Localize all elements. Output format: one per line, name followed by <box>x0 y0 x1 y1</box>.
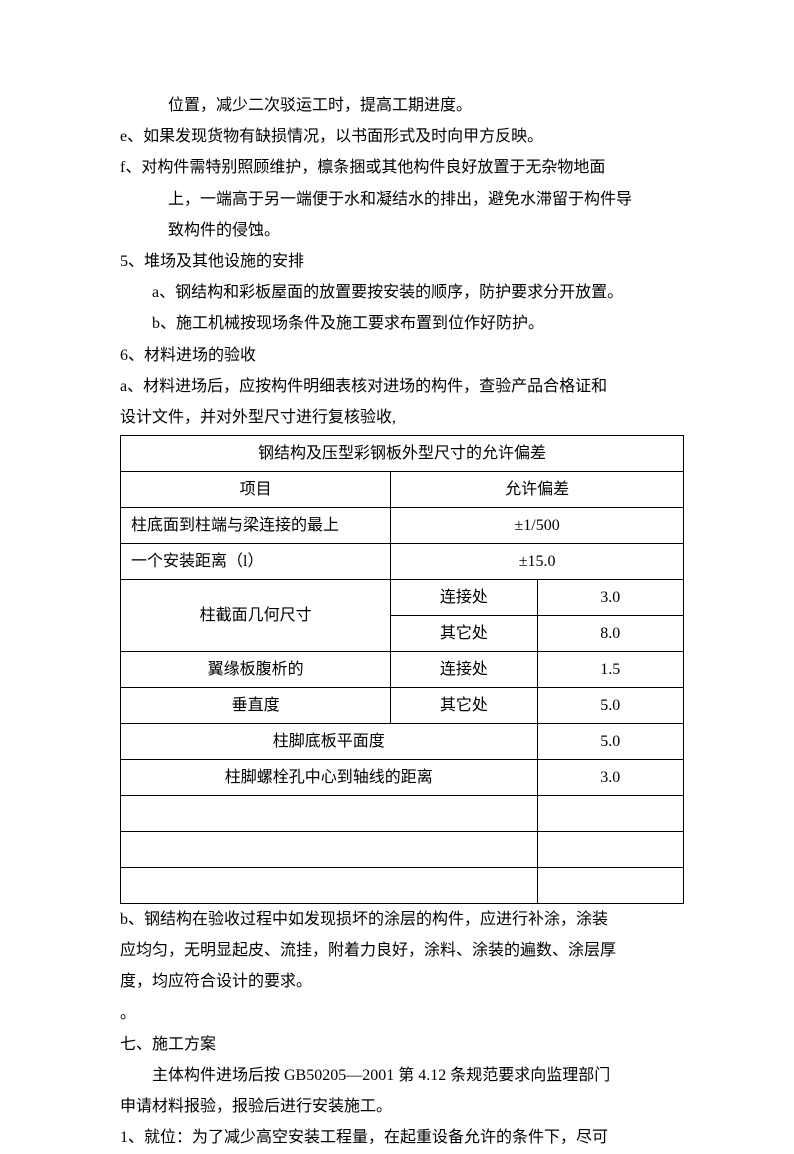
para-7-body-line2: 申请材料报验，报验后进行安装施工。 <box>120 1091 684 1122</box>
row8-val: 3.0 <box>537 760 683 796</box>
table-row: 垂直度 其它处 5.0 <box>121 688 684 724</box>
row7-val: 5.0 <box>537 724 683 760</box>
row7-label: 柱脚底板平面度 <box>121 724 538 760</box>
para-5b: b、施工机械按现场条件及施工要求布置到位作好防护。 <box>120 308 684 339</box>
para-section-5: 5、堆场及其他设施的安排 <box>120 246 684 277</box>
table-row: 柱脚底板平面度 5.0 <box>121 724 684 760</box>
table-header-row: 项目 允许偏差 <box>121 472 684 508</box>
table-title: 钢结构及压型彩钢板外型尺寸的允许偏差 <box>121 436 684 472</box>
para-6b-line1: b、钢结构在验收过程中如发现损坏的涂层的构件，应进行补涂，涂装 <box>120 904 684 935</box>
table-row: 柱脚螺栓孔中心到轴线的距离 3.0 <box>121 760 684 796</box>
row6-label: 垂直度 <box>121 688 391 724</box>
row1-label: 柱底面到柱端与梁连接的最上 <box>121 508 391 544</box>
para-location: 位置，减少二次驳运工时，提高工期进度。 <box>120 90 684 121</box>
para-section-6: 6、材料进场的验收 <box>120 340 684 371</box>
tolerance-table: 钢结构及压型彩钢板外型尺寸的允许偏差 项目 允许偏差 柱底面到柱端与梁连接的最上… <box>120 435 684 904</box>
row5-val: 1.5 <box>537 652 683 688</box>
para-7-1: 1、就位：为了减少高空安装工程量，在起重设备允许的条件下，尽可 <box>120 1122 684 1153</box>
table-empty-row <box>121 832 684 868</box>
table-empty-row <box>121 868 684 904</box>
para-item-f-line1: f、对构件需特别照顾维护，檩条捆或其他构件良好放置于无杂物地面 <box>120 152 684 183</box>
row4-val: 8.0 <box>537 616 683 652</box>
table-empty-row <box>121 796 684 832</box>
para-6b-line2: 应均匀，无明显起皮、流挂，附着力良好，涂料、涂装的遍数、涂层厚 <box>120 935 684 966</box>
para-section-7: 七、施工方案 <box>120 1029 684 1060</box>
empty-cell <box>537 832 683 868</box>
para-6a-line2: 设计文件，并对外型尺寸进行复核验收, <box>120 402 684 433</box>
row5-label: 翼缘板腹析的 <box>121 652 391 688</box>
para-6b-line3: 度，均应符合设计的要求。 <box>120 966 684 997</box>
empty-cell <box>537 868 683 904</box>
table-row: 柱底面到柱端与梁连接的最上 ±1/500 <box>121 508 684 544</box>
table-row: 翼缘板腹析的 连接处 1.5 <box>121 652 684 688</box>
para-6a-line1: a、材料进场后，应按构件明细表核对进场的构件，查验产品合格证和 <box>120 371 684 402</box>
row3-pos: 连接处 <box>391 580 537 616</box>
para-item-e: e、如果发现货物有缺损情况，以书面形式及时向甲方反映。 <box>120 121 684 152</box>
row8-label: 柱脚螺栓孔中心到轴线的距离 <box>121 760 538 796</box>
empty-cell <box>121 868 538 904</box>
row6-val: 5.0 <box>537 688 683 724</box>
row3-label: 柱截面几何尺寸 <box>121 580 391 652</box>
header-tolerance: 允许偏差 <box>391 472 684 508</box>
table-row: 一个安装距离（l） ±15.0 <box>121 544 684 580</box>
row2-val: ±15.0 <box>391 544 684 580</box>
para-dot: 。 <box>120 998 684 1029</box>
row4-pos: 其它处 <box>391 616 537 652</box>
row6-pos: 其它处 <box>391 688 537 724</box>
table-row: 柱截面几何尺寸 连接处 3.0 <box>121 580 684 616</box>
row1-val: ±1/500 <box>391 508 684 544</box>
para-item-f-line3: 致构件的侵蚀。 <box>120 215 684 246</box>
empty-cell <box>121 796 538 832</box>
row2-label: 一个安装距离（l） <box>121 544 391 580</box>
para-item-f-line2: 上，一端高于另一端便于水和凝结水的排出，避免水滞留于构件导 <box>120 184 684 215</box>
para-5a: a、钢结构和彩板屋面的放置要按安装的顺序，防护要求分开放置。 <box>120 277 684 308</box>
row3-val: 3.0 <box>537 580 683 616</box>
empty-cell <box>537 796 683 832</box>
para-7-body-line1: 主体构件进场后按 GB50205—2001 第 4.12 条规范要求向监理部门 <box>120 1060 684 1091</box>
table-title-row: 钢结构及压型彩钢板外型尺寸的允许偏差 <box>121 436 684 472</box>
header-item: 项目 <box>121 472 391 508</box>
empty-cell <box>121 832 538 868</box>
row5-pos: 连接处 <box>391 652 537 688</box>
